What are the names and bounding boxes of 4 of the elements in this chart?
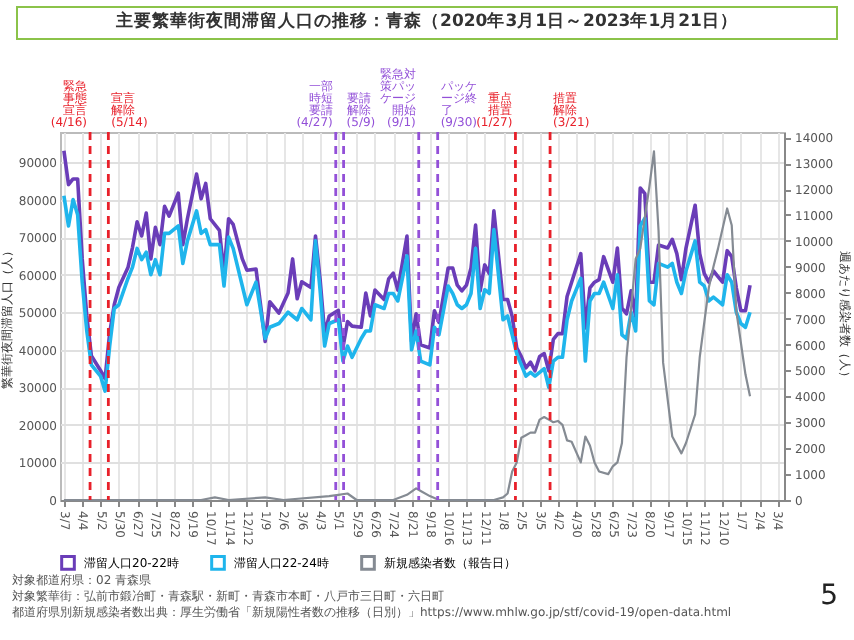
text: 5 [820, 580, 838, 612]
line-series [62, 194, 752, 393]
chart-title: 主要繁華街夜間滞留人口の推移：青森（2020年3月1日～2023年1月21日） [16, 6, 838, 40]
line-series [62, 148, 752, 381]
